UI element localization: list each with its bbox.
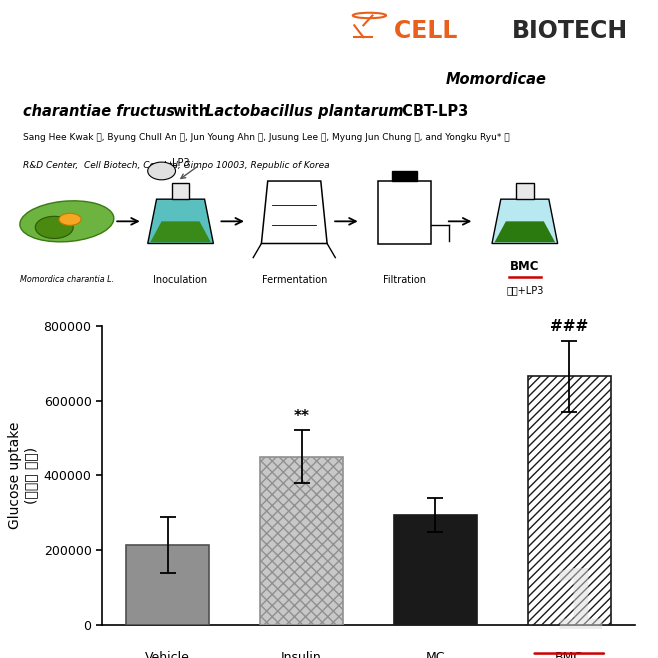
Text: BMC: BMC	[510, 260, 540, 273]
Text: **: **	[293, 409, 309, 424]
Text: Inoculation: Inoculation	[153, 275, 208, 285]
Text: 여주+LP3: 여주+LP3	[506, 285, 544, 295]
Text: ###: ###	[550, 319, 588, 334]
Polygon shape	[150, 221, 211, 242]
Ellipse shape	[36, 216, 73, 238]
Ellipse shape	[59, 213, 81, 225]
Bar	[528, 376, 611, 625]
Polygon shape	[495, 221, 555, 242]
Text: Momordica charantia L.: Momordica charantia L.	[20, 275, 114, 284]
Text: Fermentation: Fermentation	[262, 275, 327, 285]
Text: R&D Center,  Cell Biotech, Co., Ltd, Gimpo 10003, Republic of Korea: R&D Center, Cell Biotech, Co., Ltd, Gimp…	[22, 161, 329, 170]
Text: LP3: LP3	[157, 168, 166, 174]
Circle shape	[147, 162, 176, 180]
Text: Momordicae: Momordicae	[446, 72, 547, 87]
Text: Vehicle: Vehicle	[145, 651, 190, 658]
Polygon shape	[261, 181, 327, 243]
Polygon shape	[516, 183, 534, 199]
Text: BMC: BMC	[555, 651, 583, 658]
Text: LP3: LP3	[172, 158, 190, 168]
Y-axis label: Glucose uptake
(포도당 흥수): Glucose uptake (포도당 흥수)	[8, 422, 38, 529]
Polygon shape	[492, 199, 558, 243]
Polygon shape	[172, 183, 190, 199]
Text: MC: MC	[426, 651, 445, 658]
Text: charantiae fructus: charantiae fructus	[22, 104, 174, 119]
Text: with: with	[168, 104, 215, 119]
Text: Filtration: Filtration	[384, 275, 426, 285]
FancyBboxPatch shape	[378, 181, 432, 243]
FancyBboxPatch shape	[392, 171, 417, 181]
Ellipse shape	[20, 201, 114, 242]
Text: Insulin: Insulin	[281, 651, 322, 658]
Text: CBT-LP3: CBT-LP3	[397, 104, 468, 119]
Text: Sang Hee Kwak ⓓ, Byung Chull An ⓓ, Jun Young Ahn ⓓ, Jusung Lee ⓓ, Myung Jun Chun: Sang Hee Kwak ⓓ, Byung Chull An ⓓ, Jun Y…	[22, 133, 509, 142]
Bar	[394, 515, 477, 625]
Text: BIOTECH: BIOTECH	[512, 19, 628, 43]
Text: Lactobacillus plantarum: Lactobacillus plantarum	[205, 104, 403, 119]
Bar	[126, 545, 209, 625]
Text: CELL: CELL	[393, 19, 465, 43]
Text: 1: 1	[550, 565, 608, 646]
Polygon shape	[147, 199, 213, 243]
Bar	[260, 457, 343, 625]
